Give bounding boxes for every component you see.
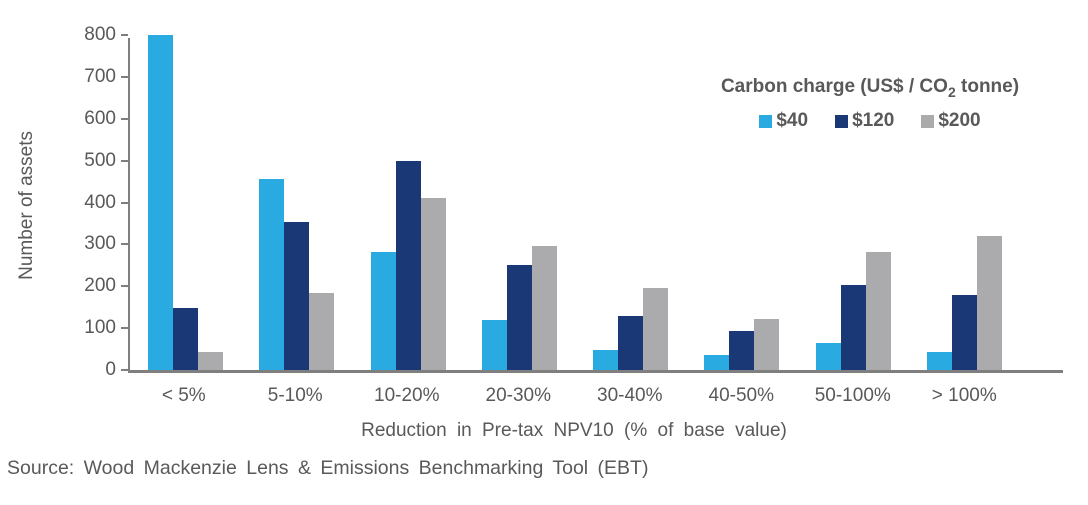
- y-tick-mark: [121, 159, 128, 162]
- bar-series-40: [481, 319, 507, 370]
- y-tick-label: 500: [84, 149, 116, 171]
- bar-group: [241, 38, 352, 370]
- bar-group: [353, 38, 464, 370]
- y-tick-mark: [121, 201, 128, 204]
- bar-series-120: [506, 265, 532, 370]
- legend-item: $40: [759, 110, 808, 132]
- legend-title: Carbon charge (US$ / CO2 tonne): [708, 76, 1032, 100]
- legend-item: $120: [835, 110, 894, 132]
- y-tick-label: 300: [84, 233, 116, 255]
- y-tick-label: 0: [105, 359, 116, 380]
- bar-series-200: [643, 287, 669, 370]
- bar-series-120: [729, 331, 755, 370]
- legend-title-prefix: Carbon charge (US$ / CO: [720, 76, 948, 97]
- bar-series-200: [309, 292, 335, 370]
- bar-series-120: [951, 295, 977, 370]
- x-category-label: 5-10%: [267, 385, 323, 406]
- bar-series-40: [259, 179, 285, 370]
- y-tick-mark: [121, 117, 128, 120]
- legend-item-label: $120: [852, 110, 895, 131]
- plot-area: 0 100 200 300 400 500 600 700 800: [84, 24, 1063, 380]
- legend-item-label: $40: [776, 110, 809, 131]
- y-tick-label: 400: [84, 191, 116, 213]
- bar-series-200: [865, 252, 891, 370]
- legend-items: $40 $120 $200: [708, 110, 1032, 132]
- bar-group: [686, 38, 797, 370]
- y-tick-mark: [121, 75, 128, 78]
- y-axis-title-wrap: Number of assets: [14, 38, 40, 373]
- legend-title-subscript: 2: [947, 84, 956, 100]
- bar-group: [464, 38, 575, 370]
- y-tick-label: 200: [84, 275, 116, 297]
- legend-item: $200: [921, 110, 981, 132]
- y-tick-mark: [121, 243, 128, 246]
- bar-series-120: [840, 285, 866, 370]
- source-note: Source: Wood Mackenzie Lens & Emissions …: [7, 457, 649, 479]
- legend-item-label: $200: [938, 110, 981, 131]
- bar-series-40: [926, 352, 952, 370]
- legend-swatch-icon: [835, 114, 849, 128]
- bar-series-40: [370, 251, 396, 370]
- x-category-label: < 5%: [161, 385, 206, 406]
- bar-group: [798, 38, 909, 370]
- legend-swatch-icon: [759, 114, 773, 128]
- bar-series-120: [618, 316, 644, 370]
- legend-title-suffix: tonne): [955, 76, 1020, 97]
- x-category-label: 20-30%: [485, 385, 552, 406]
- bar-series-200: [198, 352, 224, 370]
- y-tick-mark: [121, 327, 128, 330]
- x-category-labels: < 5% 5-10% 10-20% 20-30% 30-40% 40-50% 50-100%…: [128, 385, 1063, 407]
- x-category-label: > 100%: [931, 385, 997, 406]
- bar-series-120: [284, 222, 310, 370]
- bar-series-40: [815, 342, 841, 370]
- legend: Carbon charge (US$ / CO2 tonne) $40 $120 $…: [708, 76, 1032, 132]
- y-tick-mark: [121, 34, 128, 36]
- bar-series-200: [531, 246, 557, 370]
- bar-series-200: [976, 236, 1002, 370]
- bar-groups: [130, 35, 1063, 370]
- bar-series-40: [704, 355, 730, 370]
- y-tick-mark: [121, 369, 128, 371]
- bar-series-200: [754, 318, 780, 370]
- x-category-label: 50-100%: [814, 385, 891, 406]
- y-axis-title: Number of assets: [16, 131, 37, 280]
- x-category-label: 40-50%: [708, 385, 775, 406]
- legend-swatch-icon: [921, 114, 935, 128]
- bar-series-40: [593, 349, 619, 370]
- bar-series-120: [395, 160, 421, 370]
- y-tick-label: 700: [84, 65, 116, 87]
- y-tick-label: 100: [84, 317, 116, 339]
- x-category-label: 10-20%: [374, 385, 440, 406]
- bar-series-40: [148, 35, 174, 370]
- y-tick-mark: [121, 285, 128, 288]
- x-axis-title: Reduction in Pre-tax NPV10 (% of base va…: [361, 420, 787, 441]
- x-category-label: 30-40%: [597, 385, 663, 406]
- bar-series-200: [420, 198, 446, 370]
- bar-group: [909, 38, 1020, 370]
- y-tick-label: 600: [84, 107, 116, 129]
- y-tick-label: 800: [84, 24, 116, 45]
- bar-group: [130, 35, 241, 370]
- bar-group: [575, 38, 686, 370]
- bar-series-120: [173, 308, 199, 370]
